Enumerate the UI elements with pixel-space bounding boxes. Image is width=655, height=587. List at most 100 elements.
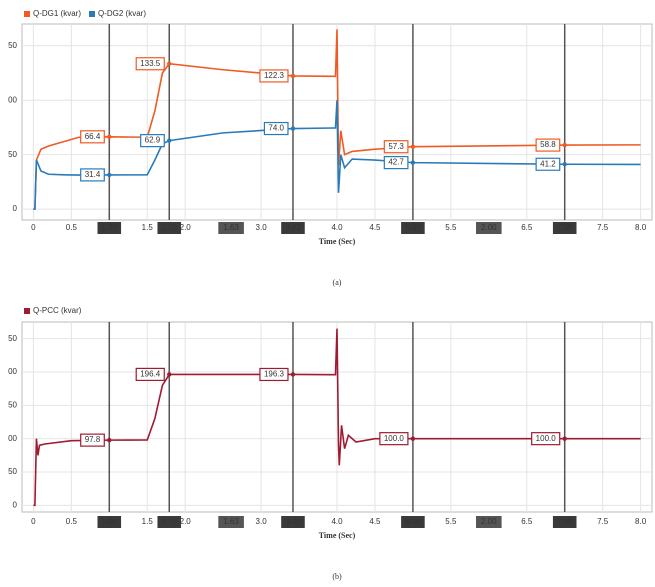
cursor-readout-box (135, 367, 165, 381)
cursor-point (410, 160, 416, 165)
x-tick-label: 4.5 (369, 517, 381, 526)
axis-title: Time (Sec) (319, 237, 356, 246)
cursor-readout-box (80, 168, 105, 182)
legend-swatch (24, 308, 30, 314)
x-tick-label: 4.0 (331, 223, 343, 232)
cursor-readout: 196.3 (264, 370, 285, 379)
cursor-delta-label: 1.63 (223, 223, 239, 232)
cursor-label-box (552, 516, 577, 528)
cursor-readout: 41.2 (540, 159, 556, 168)
cursor-point (167, 61, 172, 66)
caption: (b) (332, 572, 342, 581)
cursor-label-box (157, 222, 182, 234)
y-tick-label: 00 (8, 95, 17, 104)
cursor-point (167, 138, 172, 143)
cursor-readout: 31.4 (85, 170, 101, 179)
cursor-label-box (157, 516, 182, 528)
x-tick-label: 3.0 (256, 223, 268, 232)
y-tick-label: 50 (8, 400, 17, 409)
cursor-readout: 97.8 (85, 435, 101, 444)
cursor-label-box (281, 516, 305, 528)
cursor-point (107, 134, 112, 140)
cursor-readout-box (259, 367, 289, 382)
cursor-delta-label: 1.63 (223, 517, 239, 526)
cursor-delta-box (476, 516, 502, 528)
cursor-point (562, 162, 567, 167)
x-tick-label: 1.5 (142, 517, 154, 526)
cursor-readout: 74.0 (268, 124, 284, 133)
x-tick-label: 4.5 (369, 223, 381, 232)
y-tick-label: 0 (13, 500, 18, 509)
cursor-delta-label: 2.00 (481, 517, 497, 526)
y-tick-label: 0 (13, 204, 18, 213)
cursor-delta-label: 2.00 (481, 223, 497, 232)
cursor-readout-box (259, 69, 289, 83)
chart-panel: Q-PCC (kvar) 0 50 00 50 00 50 0 0.5 1.5 2.0 3.0 4.0 4… (8, 306, 653, 581)
cursor-readout: 62.9 (145, 136, 161, 145)
cursor-readout-box (80, 130, 105, 144)
cursor-point (290, 372, 296, 377)
legend-label: Q-DG1 (kvar) (33, 9, 81, 18)
x-tick-label: 4.0 (331, 517, 343, 526)
x-tick-label: 5.5 (445, 517, 457, 526)
cursor-point (107, 437, 112, 443)
cursor-point (290, 73, 296, 79)
cursor-readout: 122.3 (264, 71, 285, 80)
cursor-readout-box (140, 134, 165, 148)
cursor-point (290, 126, 296, 131)
y-tick-label: 00 (8, 434, 17, 443)
cursor-point (167, 372, 172, 377)
legend-label: Q-PCC (kvar) (33, 306, 82, 315)
x-tick-label: 2.0 (180, 517, 192, 526)
x-tick-label: 0 (31, 517, 36, 526)
cursor-point (410, 436, 416, 441)
cursor-point (107, 172, 112, 178)
y-tick-label: 50 (8, 150, 17, 159)
legend-swatch (89, 11, 95, 17)
cursor-label-box (281, 222, 305, 234)
x-tick-label: 7.5 (597, 223, 609, 232)
cursor-label-box (552, 222, 577, 234)
cursor-point (410, 144, 416, 149)
y-tick-label: 50 (8, 467, 17, 476)
cursor-readout-box (531, 432, 561, 446)
series-line (33, 29, 641, 210)
cursor-readout-box (80, 433, 105, 447)
cursor-label: 5.00 (405, 517, 421, 526)
cursor-readout-box (263, 121, 289, 136)
cursor-label-box (401, 516, 425, 528)
cursor-point (562, 436, 567, 441)
cursor-label: 1.79 (161, 517, 177, 526)
cursor-label-box (97, 222, 122, 234)
x-tick-label: 6.5 (521, 517, 533, 526)
caption: (a) (333, 278, 342, 287)
axis-title: Time (Sec) (319, 531, 356, 540)
x-tick-label: 8.0 (635, 223, 647, 232)
cursor-readout: 100.0 (384, 434, 405, 443)
cursor-readout-box (535, 157, 561, 171)
y-tick-label: 50 (8, 41, 17, 50)
cursor-readout: 42.7 (388, 158, 404, 167)
cursor-label: 1.79 (161, 223, 177, 232)
cursor-label: 3.42 (285, 223, 301, 232)
cursor-label: 1.00 (102, 223, 118, 232)
y-tick-label: 50 (8, 334, 17, 343)
cursor-readout-box (135, 57, 165, 71)
cursor-readout: 57.3 (388, 142, 404, 151)
cursor-readout: 196.4 (140, 370, 161, 379)
cursor-readout: 58.8 (540, 140, 556, 149)
cursor-readout: 100.0 (536, 434, 557, 443)
cursor-delta-box (218, 222, 244, 234)
cursor-label: 7.00 (557, 517, 573, 526)
cursor-label: 5.00 (405, 223, 421, 232)
cursor-label-box (401, 222, 425, 234)
cursor-readout-box (383, 156, 409, 170)
x-tick-label: 7.5 (597, 517, 609, 526)
cursor-readout: 66.4 (85, 132, 101, 141)
x-tick-label: 0.5 (66, 223, 78, 232)
cursor-label-box (97, 516, 122, 528)
x-tick-label: 2.0 (180, 223, 192, 232)
cursor-label: 7.00 (557, 223, 573, 232)
legend-label: Q-DG2 (kvar) (98, 9, 146, 18)
